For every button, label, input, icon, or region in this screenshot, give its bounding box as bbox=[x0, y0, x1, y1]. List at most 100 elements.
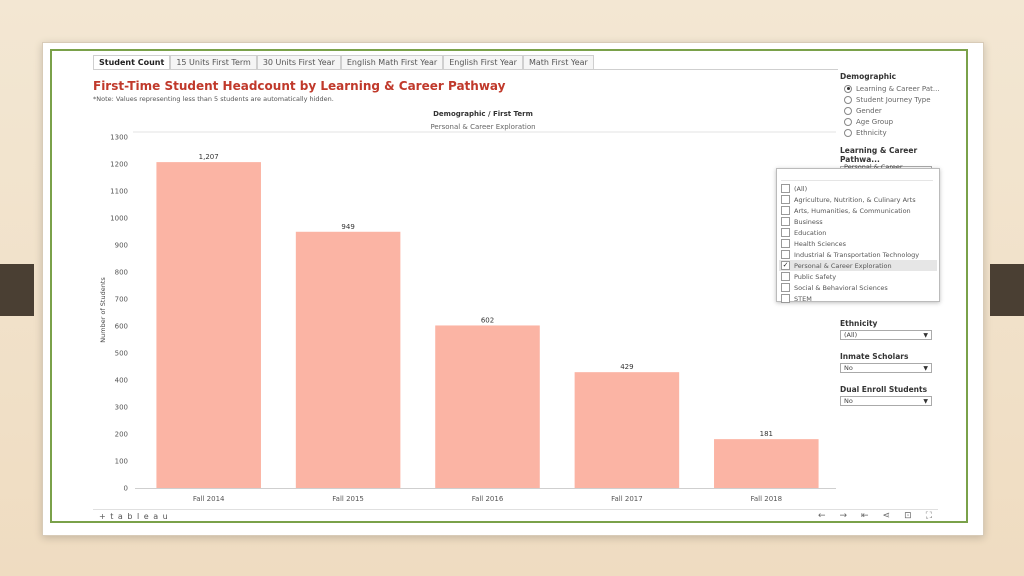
x-tick-label: Fall 2014 bbox=[193, 495, 225, 503]
pathway-filter-popup: (All) Agriculture, Nutrition, & Culinary … bbox=[776, 168, 940, 304]
checkbox-icon[interactable] bbox=[781, 228, 790, 237]
bar[interactable] bbox=[435, 325, 540, 488]
bar-value-label: 949 bbox=[341, 223, 354, 231]
tableau-logo[interactable]: + t a b l e a u bbox=[99, 512, 169, 521]
checkbox-icon[interactable] bbox=[781, 217, 790, 226]
chevron-down-icon: ▼ bbox=[923, 364, 928, 372]
chart-subtitle: Personal & Career Exploration bbox=[430, 123, 535, 131]
y-tick-label: 100 bbox=[115, 458, 128, 466]
x-axis-ticks: Fall 2014 Fall 2015 Fall 2016 Fall 2017 Fall… bbox=[135, 488, 836, 503]
checkbox-icon[interactable] bbox=[781, 272, 790, 281]
tab-30-units-first-year[interactable]: 30 Units First Year bbox=[256, 55, 341, 70]
radio-label: Student Journey Type bbox=[856, 95, 931, 104]
filter-option[interactable]: Education bbox=[779, 227, 937, 238]
filter-option-label: Education bbox=[794, 228, 827, 237]
radio-age-group[interactable]: Age Group bbox=[840, 116, 940, 127]
tab-student-count[interactable]: Student Count bbox=[93, 55, 171, 70]
radio-learning-career[interactable]: Learning & Career Pat... bbox=[840, 83, 940, 94]
bar[interactable] bbox=[714, 439, 819, 488]
tab-15-units-first-term[interactable]: 15 Units First Term bbox=[170, 55, 257, 70]
filter-option[interactable]: ✓ Personal & Career Exploration bbox=[779, 260, 937, 271]
filter-search-field[interactable] bbox=[781, 172, 933, 181]
radio-off-icon bbox=[844, 106, 852, 115]
radio-ethnicity[interactable]: Ethnicity bbox=[840, 127, 940, 138]
checkbox-icon[interactable] bbox=[781, 294, 790, 303]
x-tick-label: Fall 2016 bbox=[472, 495, 504, 503]
binder-clip-right bbox=[990, 264, 1024, 316]
tableau-toolbar: + t a b l e a u ← → ⇤ ⋖ ⊡ ⛶ bbox=[93, 509, 938, 522]
download-icon[interactable]: ⊡ bbox=[904, 511, 912, 521]
page-note: *Note: Values representing less than 5 s… bbox=[93, 95, 334, 103]
bar-value-label: 429 bbox=[620, 363, 633, 371]
inmate-value: No bbox=[844, 364, 853, 372]
checkbox-icon[interactable] bbox=[781, 206, 790, 215]
radio-label: Age Group bbox=[856, 117, 894, 126]
bar[interactable] bbox=[574, 372, 680, 488]
checkbox-icon[interactable] bbox=[781, 283, 790, 292]
y-tick-label: 300 bbox=[115, 404, 128, 412]
slide-inner-border bbox=[50, 49, 968, 523]
filter-option[interactable]: (All) bbox=[779, 183, 937, 194]
filter-option[interactable]: Public Safety bbox=[779, 271, 937, 282]
filter-option[interactable]: Agriculture, Nutrition, & Culinary Arts bbox=[779, 194, 937, 205]
checkbox-icon[interactable] bbox=[781, 195, 790, 204]
checkbox-icon[interactable] bbox=[781, 184, 790, 193]
y-tick-label: 800 bbox=[115, 269, 128, 277]
radio-off-icon bbox=[844, 117, 852, 126]
y-tick-label: 500 bbox=[115, 350, 128, 358]
checkbox-icon[interactable] bbox=[781, 250, 790, 259]
undo-icon[interactable]: ← bbox=[817, 511, 826, 521]
y-tick-label: 1100 bbox=[110, 188, 128, 196]
y-tick-label: 0 bbox=[124, 485, 128, 493]
tab-english-math-first-year[interactable]: English Math First Year bbox=[340, 55, 444, 70]
dashboard-tabs: Student Count 15 Units First Term 30 Uni… bbox=[93, 55, 594, 70]
radio-gender[interactable]: Gender bbox=[840, 105, 940, 116]
x-tick-label: Fall 2017 bbox=[611, 495, 643, 503]
tabs-divider bbox=[93, 69, 838, 70]
radio-off-icon bbox=[844, 128, 852, 137]
filter-option-label: Arts, Humanities, & Communication bbox=[794, 206, 911, 215]
filter-option[interactable]: STEM bbox=[779, 293, 937, 304]
filter-option[interactable]: Health Sciences bbox=[779, 238, 937, 249]
ethnicity-dropdown[interactable]: (All) ▼ bbox=[840, 330, 932, 340]
ethnicity-value: (All) bbox=[844, 331, 858, 339]
pathway-label: Learning & Career Pathwa... bbox=[840, 146, 918, 164]
revert-icon[interactable]: ⇤ bbox=[861, 511, 869, 521]
radio-on-icon bbox=[844, 84, 852, 93]
y-axis-ticks: 0 100 200 300 400 500 600 700 800 900 1000 1100 1200… bbox=[110, 134, 128, 493]
y-tick-label: 1000 bbox=[110, 215, 128, 223]
demographic-label: Demographic bbox=[840, 72, 897, 81]
filter-option[interactable]: Business bbox=[779, 216, 937, 227]
radio-label: Ethnicity bbox=[856, 128, 887, 137]
radio-off-icon bbox=[844, 95, 852, 104]
redo-icon[interactable]: → bbox=[839, 511, 848, 521]
bar[interactable] bbox=[156, 162, 261, 489]
filter-option[interactable]: Industrial & Transportation Technology bbox=[779, 249, 937, 260]
y-tick-label: 1200 bbox=[110, 161, 128, 169]
ethnicity-label: Ethnicity bbox=[840, 319, 878, 328]
filter-option[interactable]: Arts, Humanities, & Communication bbox=[779, 205, 937, 216]
checkbox-checked-icon[interactable]: ✓ bbox=[781, 261, 790, 270]
bars-group: 1,207 949 602 429 181 bbox=[156, 153, 819, 489]
y-tick-label: 1300 bbox=[110, 134, 128, 142]
fullscreen-icon[interactable]: ⛶ bbox=[925, 511, 932, 521]
tab-math-first-year[interactable]: Math First Year bbox=[522, 55, 594, 70]
y-tick-label: 700 bbox=[115, 296, 128, 304]
binder-clip-left bbox=[0, 264, 34, 316]
dual-enroll-dropdown[interactable]: No ▼ bbox=[840, 396, 932, 406]
filter-option-label: Agriculture, Nutrition, & Culinary Arts bbox=[794, 195, 916, 204]
share-icon[interactable]: ⋖ bbox=[882, 511, 891, 521]
chevron-down-icon: ▼ bbox=[923, 397, 928, 405]
bar-value-label: 1,207 bbox=[199, 153, 219, 161]
bar[interactable] bbox=[295, 231, 401, 488]
radio-label: Gender bbox=[856, 106, 882, 115]
tab-english-first-year[interactable]: English First Year bbox=[443, 55, 523, 70]
inmate-dropdown[interactable]: No ▼ bbox=[840, 363, 932, 373]
y-tick-label: 600 bbox=[115, 323, 128, 331]
bar-chart: Demographic / First Term Personal & Care… bbox=[99, 110, 836, 503]
filter-option-label: (All) bbox=[794, 184, 808, 193]
filter-option[interactable]: Social & Behavioral Sciences bbox=[779, 282, 937, 293]
filter-option-label: Social & Behavioral Sciences bbox=[794, 283, 888, 292]
checkbox-icon[interactable] bbox=[781, 239, 790, 248]
radio-student-journey[interactable]: Student Journey Type bbox=[840, 94, 940, 105]
